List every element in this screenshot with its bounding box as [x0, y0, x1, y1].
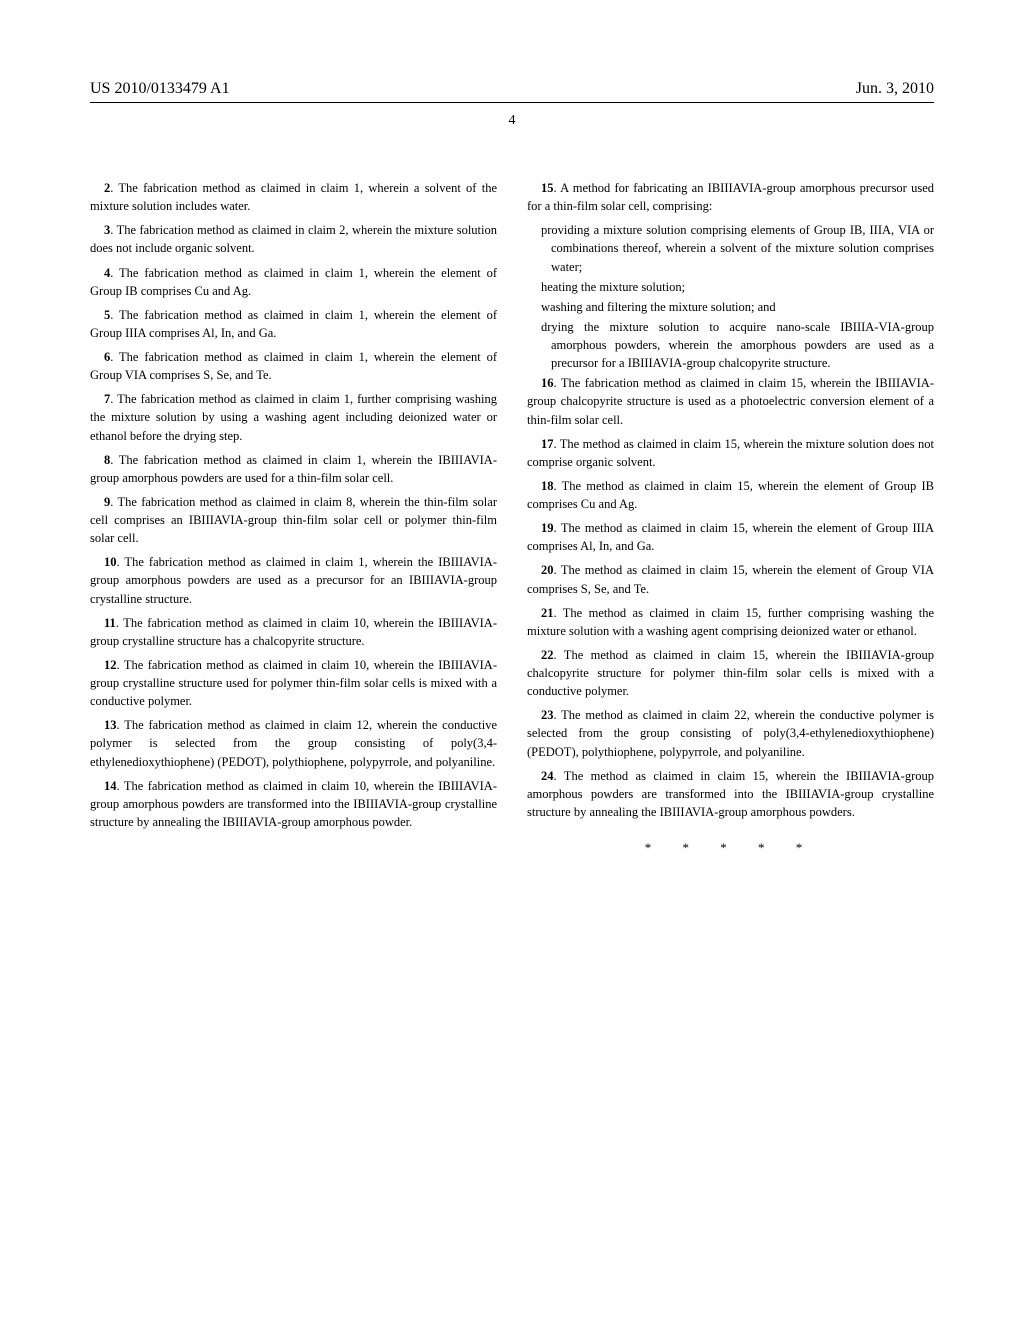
claim-number: 23	[541, 708, 554, 722]
claim-number: 18	[541, 479, 554, 493]
claim-text: . The method as claimed in claim 22, whe…	[527, 708, 934, 758]
claim-text: . A method for fabricating an IBIIIAVIA-…	[527, 181, 934, 213]
claim: 22. The method as claimed in claim 15, w…	[527, 646, 934, 700]
claim-number: 16	[541, 376, 554, 390]
claim-text: . The fabrication method as claimed in c…	[90, 266, 497, 298]
claim-number: 17	[541, 437, 554, 451]
claim: 23. The method as claimed in claim 22, w…	[527, 706, 934, 760]
claim-number: 19	[541, 521, 554, 535]
claim-text: . The fabrication method as claimed in c…	[90, 495, 497, 545]
claim-sub-item: heating the mixture solution;	[551, 278, 934, 296]
claim-number: 22	[541, 648, 554, 662]
claim-number: 13	[104, 718, 117, 732]
claim-sub-item: drying the mixture solution to acquire n…	[551, 318, 934, 372]
claim-text: . The fabrication method as claimed in c…	[90, 223, 497, 255]
claim-number: 24	[541, 769, 554, 783]
end-marks: * * * * *	[527, 839, 934, 858]
claim-text: . The method as claimed in claim 15, whe…	[527, 769, 934, 819]
claim-text: . The fabrication method as claimed in c…	[90, 616, 497, 648]
claim-text: . The fabrication method as claimed in c…	[90, 392, 497, 442]
claim-text: . The method as claimed in claim 15, whe…	[527, 563, 934, 595]
claim: 16. The fabrication method as claimed in…	[527, 374, 934, 428]
claim: 12. The fabrication method as claimed in…	[90, 656, 497, 710]
claim: 24. The method as claimed in claim 15, w…	[527, 767, 934, 821]
claim-15: 15. A method for fabricating an IBIIIAVI…	[527, 179, 934, 215]
publication-number: US 2010/0133479 A1	[90, 80, 230, 98]
content-columns: 2. The fabrication method as claimed in …	[90, 179, 934, 858]
claim-number: 10	[104, 555, 117, 569]
claim-text: . The method as claimed in claim 15, fur…	[527, 606, 934, 638]
claim: 7. The fabrication method as claimed in …	[90, 390, 497, 444]
right-column: 15. A method for fabricating an IBIIIAVI…	[527, 179, 934, 858]
claim-text: . The fabrication method as claimed in c…	[90, 308, 497, 340]
claim: 5. The fabrication method as claimed in …	[90, 306, 497, 342]
claim-sub-item: washing and filtering the mixture soluti…	[551, 298, 934, 316]
claim-text: . The method as claimed in claim 15, whe…	[527, 437, 934, 469]
claim: 9. The fabrication method as claimed in …	[90, 493, 497, 547]
claim: 3. The fabrication method as claimed in …	[90, 221, 497, 257]
left-column: 2. The fabrication method as claimed in …	[90, 179, 497, 858]
claim-text: . The fabrication method as claimed in c…	[90, 779, 497, 829]
claim-number: 20	[541, 563, 554, 577]
claim: 4. The fabrication method as claimed in …	[90, 264, 497, 300]
claim: 18. The method as claimed in claim 15, w…	[527, 477, 934, 513]
claim-text: . The method as claimed in claim 15, whe…	[527, 479, 934, 511]
claim: 17. The method as claimed in claim 15, w…	[527, 435, 934, 471]
claim-number: 14	[104, 779, 117, 793]
claim: 8. The fabrication method as claimed in …	[90, 451, 497, 487]
claim-text: . The fabrication method as claimed in c…	[90, 658, 497, 708]
claim: 10. The fabrication method as claimed in…	[90, 553, 497, 607]
claim-text: . The fabrication method as claimed in c…	[90, 718, 497, 768]
claim: 20. The method as claimed in claim 15, w…	[527, 561, 934, 597]
claim: 2. The fabrication method as claimed in …	[90, 179, 497, 215]
claim-text: . The fabrication method as claimed in c…	[90, 181, 497, 213]
claim-number: 21	[541, 606, 554, 620]
claim-number: 15	[541, 181, 554, 195]
claim: 21. The method as claimed in claim 15, f…	[527, 604, 934, 640]
claim-text: . The fabrication method as claimed in c…	[90, 453, 497, 485]
claim: 19. The method as claimed in claim 15, w…	[527, 519, 934, 555]
claim: 14. The fabrication method as claimed in…	[90, 777, 497, 831]
claim: 6. The fabrication method as claimed in …	[90, 348, 497, 384]
claim: 13. The fabrication method as claimed in…	[90, 716, 497, 770]
claim-sub-item: providing a mixture solution comprising …	[551, 221, 934, 275]
publication-date: Jun. 3, 2010	[856, 80, 934, 98]
page-number: 4	[90, 113, 934, 129]
claim-number: 11	[104, 616, 116, 630]
claim-text: . The method as claimed in claim 15, whe…	[527, 521, 934, 553]
claim-text: . The method as claimed in claim 15, whe…	[527, 648, 934, 698]
claim: 11. The fabrication method as claimed in…	[90, 614, 497, 650]
claim-text: . The fabrication method as claimed in c…	[90, 350, 497, 382]
claim-text: . The fabrication method as claimed in c…	[90, 555, 497, 605]
header: US 2010/0133479 A1 Jun. 3, 2010	[90, 80, 934, 103]
claim-text: . The fabrication method as claimed in c…	[527, 376, 934, 426]
claim-number: 12	[104, 658, 117, 672]
